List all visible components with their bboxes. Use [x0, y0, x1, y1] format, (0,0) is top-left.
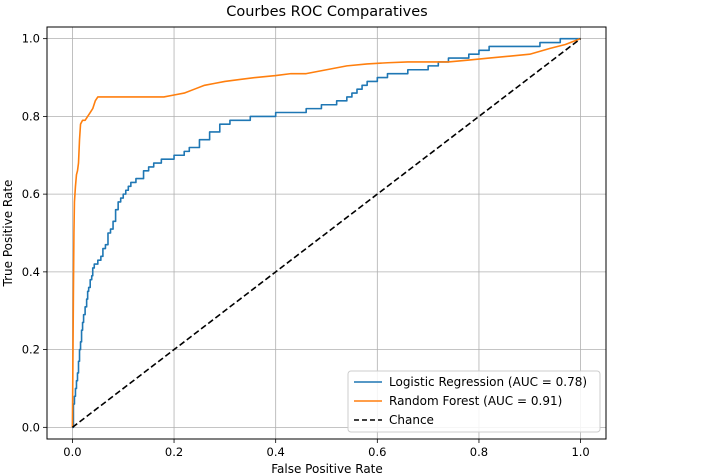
series-line-random-forest — [71, 37, 581, 428]
legend-box — [347, 370, 601, 433]
y-tick-label: 0.8 — [22, 109, 40, 123]
legend-label-random-forest: Random Forest (AUC = 0.91) — [389, 394, 562, 408]
legend-label-logistic: Logistic Regression (AUC = 0.78) — [389, 375, 587, 389]
y-tick-label: 0.0 — [22, 420, 40, 434]
y-tick-label: 0.4 — [22, 265, 40, 279]
grid — [47, 27, 606, 439]
y-axis-label: True Positive Rate — [1, 180, 15, 288]
series-line-logistic-regression — [72, 37, 581, 429]
x-tick-label: 0.6 — [368, 445, 386, 459]
x-axis-label: False Positive Rate — [271, 462, 383, 476]
legend: Logistic Regression (AUC = 0.78) Random … — [347, 370, 601, 433]
y-tick-label: 1.0 — [22, 32, 40, 46]
x-tick-label: 0.0 — [63, 445, 81, 459]
x-tick-label: 0.8 — [470, 445, 488, 459]
x-tick-label: 0.4 — [267, 445, 285, 459]
axis-ticks: 0.0 0.2 0.4 0.6 0.8 1.0 0.0 0.2 0.4 0.6 0.8 1.0 — [22, 32, 590, 459]
y-tick-label: 0.6 — [22, 187, 40, 201]
plot-frame — [46, 26, 607, 440]
series-line-chance — [71, 38, 582, 428]
series-lines — [71, 37, 582, 429]
chart-title: Courbes ROC Comparatives — [226, 4, 428, 20]
legend-label-chance: Chance — [389, 413, 434, 427]
x-tick-label: 0.2 — [165, 445, 183, 459]
x-tick-label: 1.0 — [571, 445, 589, 459]
y-tick-label: 0.2 — [22, 343, 40, 357]
